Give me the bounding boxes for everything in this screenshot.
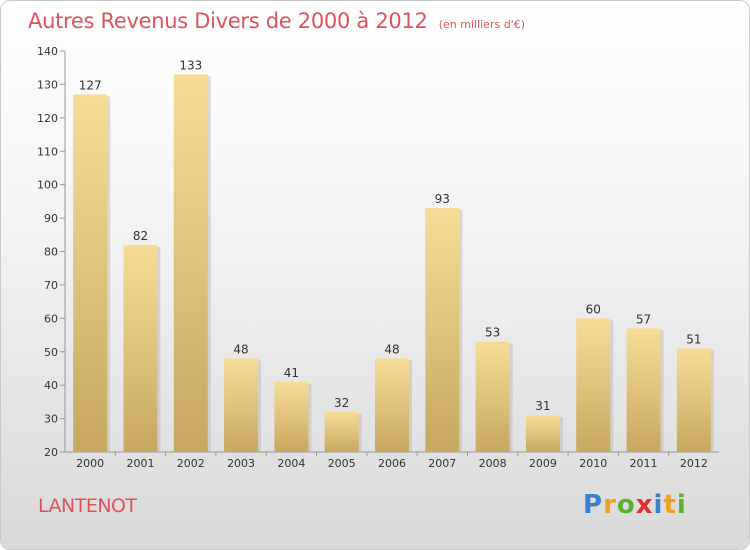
y-tick-label: 30: [44, 413, 58, 426]
logo-letter: i: [653, 490, 664, 520]
bar: [525, 415, 560, 452]
data-label: 60: [586, 302, 601, 316]
commune-name: LANTENOT: [38, 495, 137, 517]
bar: [676, 348, 711, 452]
bar: [224, 358, 259, 452]
y-tick-label: 140: [37, 45, 58, 58]
x-tick-label: 2001: [126, 457, 154, 470]
logo-letter: P: [583, 490, 604, 520]
data-label: 82: [133, 229, 148, 243]
x-tick-label: 2009: [529, 457, 557, 470]
y-tick-label: 110: [37, 145, 58, 158]
data-label: 53: [485, 326, 500, 340]
bar: [475, 341, 510, 452]
y-tick-label: 120: [37, 112, 58, 125]
bar: [173, 74, 208, 453]
y-tick-label: 80: [44, 246, 58, 259]
title-unit: (en milliers d'€): [438, 18, 525, 31]
bar: [626, 328, 661, 452]
y-tick-label: 70: [44, 279, 58, 292]
data-label: 57: [636, 312, 651, 326]
bar: [375, 358, 409, 452]
x-tick-label: 2010: [579, 457, 607, 470]
y-tick-label: 20: [44, 446, 58, 459]
bar: [123, 244, 158, 452]
logo-letter: x: [635, 490, 654, 520]
x-tick-label: 2003: [227, 457, 255, 470]
y-tick-label: 130: [37, 78, 58, 91]
x-tick-label: 2004: [277, 457, 305, 470]
y-tick-label: 60: [44, 312, 58, 325]
title-main: Autres Revenus Divers de 2000 à 2012: [28, 9, 428, 33]
y-tick-label: 100: [37, 179, 58, 192]
data-label: 41: [284, 366, 299, 380]
data-label: 133: [179, 58, 202, 72]
bar: [324, 411, 359, 452]
x-tick-label: 2005: [328, 457, 356, 470]
data-label: 127: [79, 78, 102, 92]
y-tick-label: 50: [44, 346, 58, 359]
bar: [425, 208, 460, 452]
y-tick-label: 40: [44, 379, 58, 392]
data-label: 32: [334, 396, 349, 410]
bar: [73, 94, 108, 453]
bar: [576, 318, 611, 452]
y-tick-label: 90: [44, 212, 58, 225]
bar: [274, 381, 309, 452]
data-label: 48: [384, 342, 399, 356]
x-tick-label: 2007: [428, 457, 456, 470]
logo-letter: i: [676, 490, 687, 520]
logo-letter: r: [603, 490, 617, 520]
logo-letter: t: [663, 490, 677, 520]
x-tick-label: 2002: [177, 457, 205, 470]
chart-title: Autres Revenus Divers de 2000 à 2012 (en…: [28, 9, 525, 33]
x-tick-label: 2000: [76, 457, 104, 470]
logo-letter: o: [616, 490, 636, 520]
proxiti-logo: Proxiti: [583, 490, 687, 520]
x-tick-label: 2008: [479, 457, 507, 470]
data-label: 93: [435, 192, 450, 206]
x-tick-label: 2012: [680, 457, 708, 470]
data-label: 51: [686, 332, 701, 346]
data-label: 31: [535, 399, 550, 413]
x-tick-label: 2006: [378, 457, 406, 470]
x-tick-label: 2011: [630, 457, 658, 470]
data-label: 48: [233, 342, 248, 356]
